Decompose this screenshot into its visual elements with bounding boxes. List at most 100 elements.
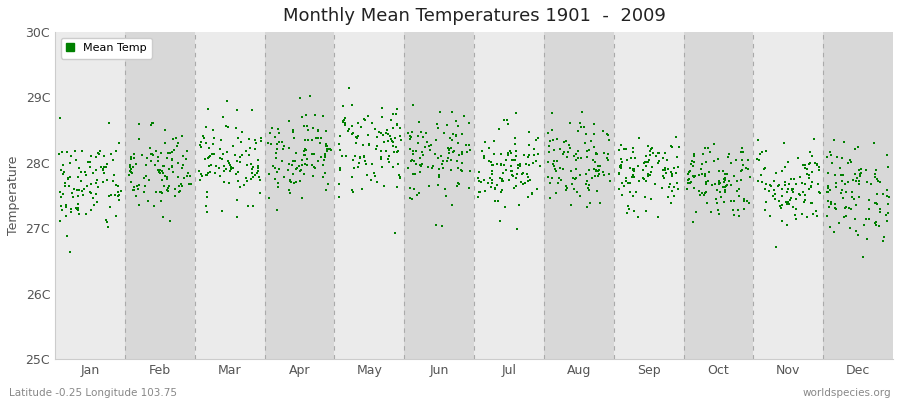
Point	[759, 199, 773, 206]
Point	[175, 164, 189, 171]
Point	[802, 186, 816, 192]
Point	[95, 167, 110, 174]
Point	[161, 185, 176, 192]
Point	[698, 173, 712, 180]
Point	[474, 179, 489, 186]
Point	[762, 182, 777, 189]
Point	[758, 185, 772, 192]
Point	[318, 153, 332, 160]
Point	[337, 119, 351, 125]
Point	[714, 194, 728, 200]
Point	[497, 162, 511, 168]
Point	[245, 170, 259, 176]
Point	[319, 142, 333, 149]
Point	[569, 166, 583, 172]
Point	[390, 149, 404, 155]
Point	[320, 145, 334, 152]
Point	[270, 126, 284, 132]
Point	[97, 170, 112, 176]
Point	[695, 160, 709, 167]
Point	[196, 135, 211, 141]
Point	[593, 163, 608, 169]
Point	[799, 166, 814, 172]
Point	[660, 157, 674, 163]
Point	[842, 160, 856, 166]
Point	[165, 164, 179, 171]
Point	[78, 169, 93, 176]
Point	[83, 163, 97, 170]
Point	[868, 171, 883, 177]
Point	[544, 127, 559, 133]
Point	[131, 182, 146, 188]
Point	[166, 169, 180, 176]
Point	[431, 172, 446, 178]
Point	[712, 181, 726, 188]
Point	[623, 179, 637, 186]
Point	[507, 184, 521, 191]
Point	[659, 170, 673, 176]
Point	[100, 161, 114, 167]
Point	[176, 152, 190, 159]
Point	[441, 146, 455, 152]
Point	[379, 148, 393, 154]
Point	[333, 167, 347, 173]
Point	[269, 207, 284, 214]
Point	[194, 139, 208, 145]
Point	[834, 178, 849, 184]
Point	[625, 154, 639, 161]
Point	[268, 165, 283, 172]
Point	[298, 146, 312, 152]
Point	[282, 144, 296, 151]
Point	[563, 145, 578, 151]
Point	[335, 152, 349, 159]
Point	[141, 177, 156, 183]
Bar	[824, 32, 893, 359]
Point	[200, 188, 214, 195]
Point	[138, 182, 152, 189]
Point	[123, 169, 138, 176]
Point	[868, 200, 882, 206]
Point	[272, 166, 286, 173]
Point	[459, 148, 473, 155]
Point	[860, 216, 874, 222]
Point	[208, 170, 222, 176]
Point	[270, 184, 284, 190]
Point	[336, 118, 350, 125]
Point	[850, 175, 864, 181]
Point	[664, 169, 679, 175]
Point	[262, 170, 276, 177]
Point	[177, 174, 192, 181]
Point	[821, 170, 835, 176]
Point	[592, 166, 607, 173]
Point	[622, 206, 636, 212]
Point	[402, 195, 417, 201]
Point	[845, 177, 859, 184]
Point	[617, 182, 632, 189]
Point	[785, 187, 799, 193]
Point	[546, 163, 561, 170]
Point	[83, 158, 97, 165]
Point	[852, 194, 867, 200]
Point	[730, 178, 744, 184]
Point	[836, 195, 850, 202]
Point	[337, 117, 351, 124]
Point	[786, 186, 800, 192]
Point	[778, 140, 792, 146]
Point	[111, 182, 125, 189]
Point	[712, 168, 726, 174]
Point	[627, 168, 642, 174]
Point	[526, 152, 541, 158]
Point	[94, 164, 109, 170]
Point	[159, 176, 174, 182]
Point	[316, 174, 330, 181]
Point	[230, 214, 245, 220]
Point	[345, 187, 359, 193]
Point	[724, 181, 739, 188]
Point	[178, 156, 193, 162]
Point	[485, 179, 500, 186]
Point	[639, 208, 653, 214]
Point	[413, 162, 428, 168]
Point	[266, 162, 281, 169]
Point	[300, 162, 314, 168]
Point	[78, 171, 93, 178]
